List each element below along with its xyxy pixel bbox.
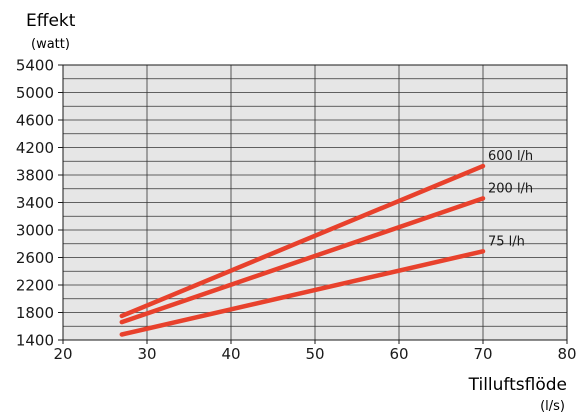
x-tick-label: 20: [53, 345, 72, 363]
x-axis-title: Tilluftsflöde: [468, 375, 567, 395]
y-tick-label: 3800: [16, 167, 54, 185]
x-axis-ticks: 20 30 40 50 60 70 80: [53, 340, 577, 363]
y-tick-label: 5400: [16, 57, 54, 75]
x-tick-label: 40: [221, 345, 240, 363]
series-labels: 600 l/h 200 l/h 75 l/h: [488, 149, 533, 249]
y-tick-label: 4600: [16, 112, 54, 130]
y-tick-label: 5000: [16, 84, 54, 102]
y-axis-title: Effekt: [26, 11, 76, 31]
y-tick-label: 1800: [16, 304, 54, 322]
x-axis-unit: (l/s): [540, 399, 565, 414]
series-label: 600 l/h: [488, 149, 533, 164]
series-line: [119, 163, 486, 319]
x-tick-label: 80: [557, 345, 576, 363]
y-tick-label: 3000: [16, 222, 54, 240]
series-lines: [119, 163, 486, 337]
y-axis-unit: (watt): [31, 37, 70, 52]
x-tick-label: 70: [473, 345, 492, 363]
plot-frame: [62, 64, 568, 341]
series-line: [119, 196, 486, 325]
y-tick-label: 2600: [16, 249, 54, 267]
series-label: 200 l/h: [488, 181, 533, 196]
y-tick-label: 4200: [16, 139, 54, 157]
x-tick-label: 60: [389, 345, 408, 363]
y-tick-label: 1400: [16, 332, 54, 350]
y-axis-ticks: 1400 1800 2200 2600 3000 3400 3800 4200 4600 5000…: [16, 57, 63, 350]
gridlines: [62, 64, 568, 341]
y-tick-label: 3400: [16, 194, 54, 212]
series-label: 75 l/h: [488, 234, 525, 249]
series-line: [119, 249, 486, 337]
y-tick-label: 2200: [16, 277, 54, 295]
x-tick-label: 50: [305, 345, 324, 363]
x-tick-label: 30: [137, 345, 156, 363]
